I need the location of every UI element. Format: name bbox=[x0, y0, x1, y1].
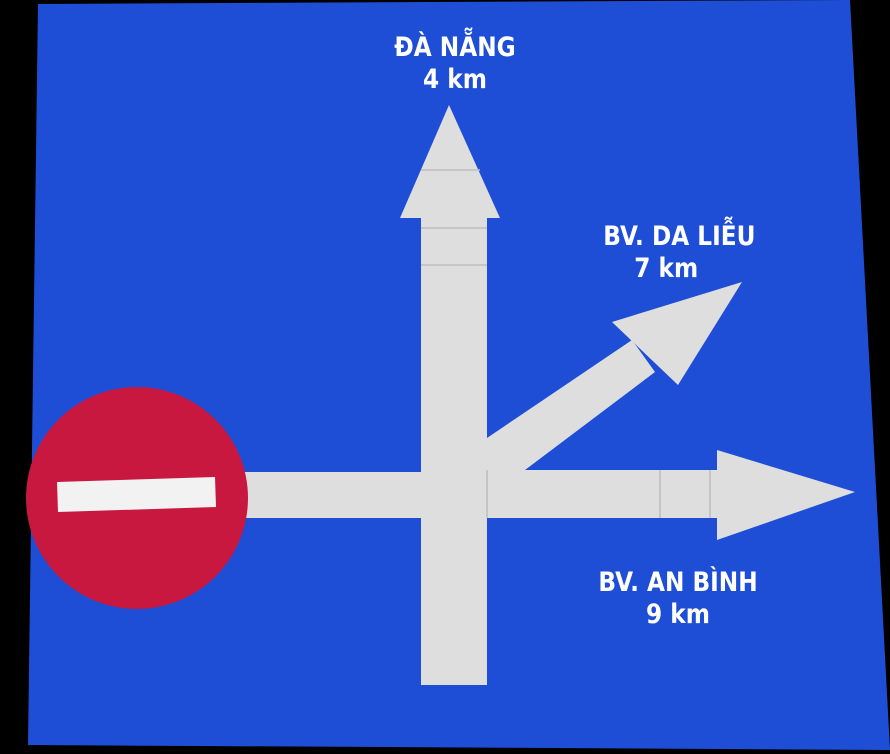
destination-straight-name: ĐÀ NẴNG bbox=[394, 32, 516, 63]
diagonal-road-stem bbox=[487, 340, 655, 470]
no-entry-icon bbox=[26, 387, 248, 609]
straight-road-stem bbox=[421, 215, 487, 685]
destination-right: BV. AN BÌNH 9 km bbox=[592, 567, 764, 631]
destination-straight-distance: 4 km bbox=[423, 64, 487, 95]
destination-diagonal: BV. DA LIỄU 7 km bbox=[603, 221, 766, 285]
right-road-stem bbox=[487, 470, 727, 518]
left-road-stub bbox=[238, 472, 428, 518]
diagonal-arrow-head bbox=[612, 282, 742, 385]
destination-right-name: BV. AN BÌNH bbox=[598, 567, 758, 598]
straight-arrow-head bbox=[400, 105, 500, 218]
destination-diagonal-distance: 7 km bbox=[634, 253, 699, 284]
destination-right-distance: 9 km bbox=[646, 599, 710, 630]
destination-diagonal-name: BV. DA LIỄU bbox=[603, 221, 756, 252]
destination-straight: ĐÀ NẴNG 4 km bbox=[373, 32, 536, 96]
panel-seams bbox=[421, 169, 711, 518]
right-arrow-head bbox=[717, 450, 855, 540]
